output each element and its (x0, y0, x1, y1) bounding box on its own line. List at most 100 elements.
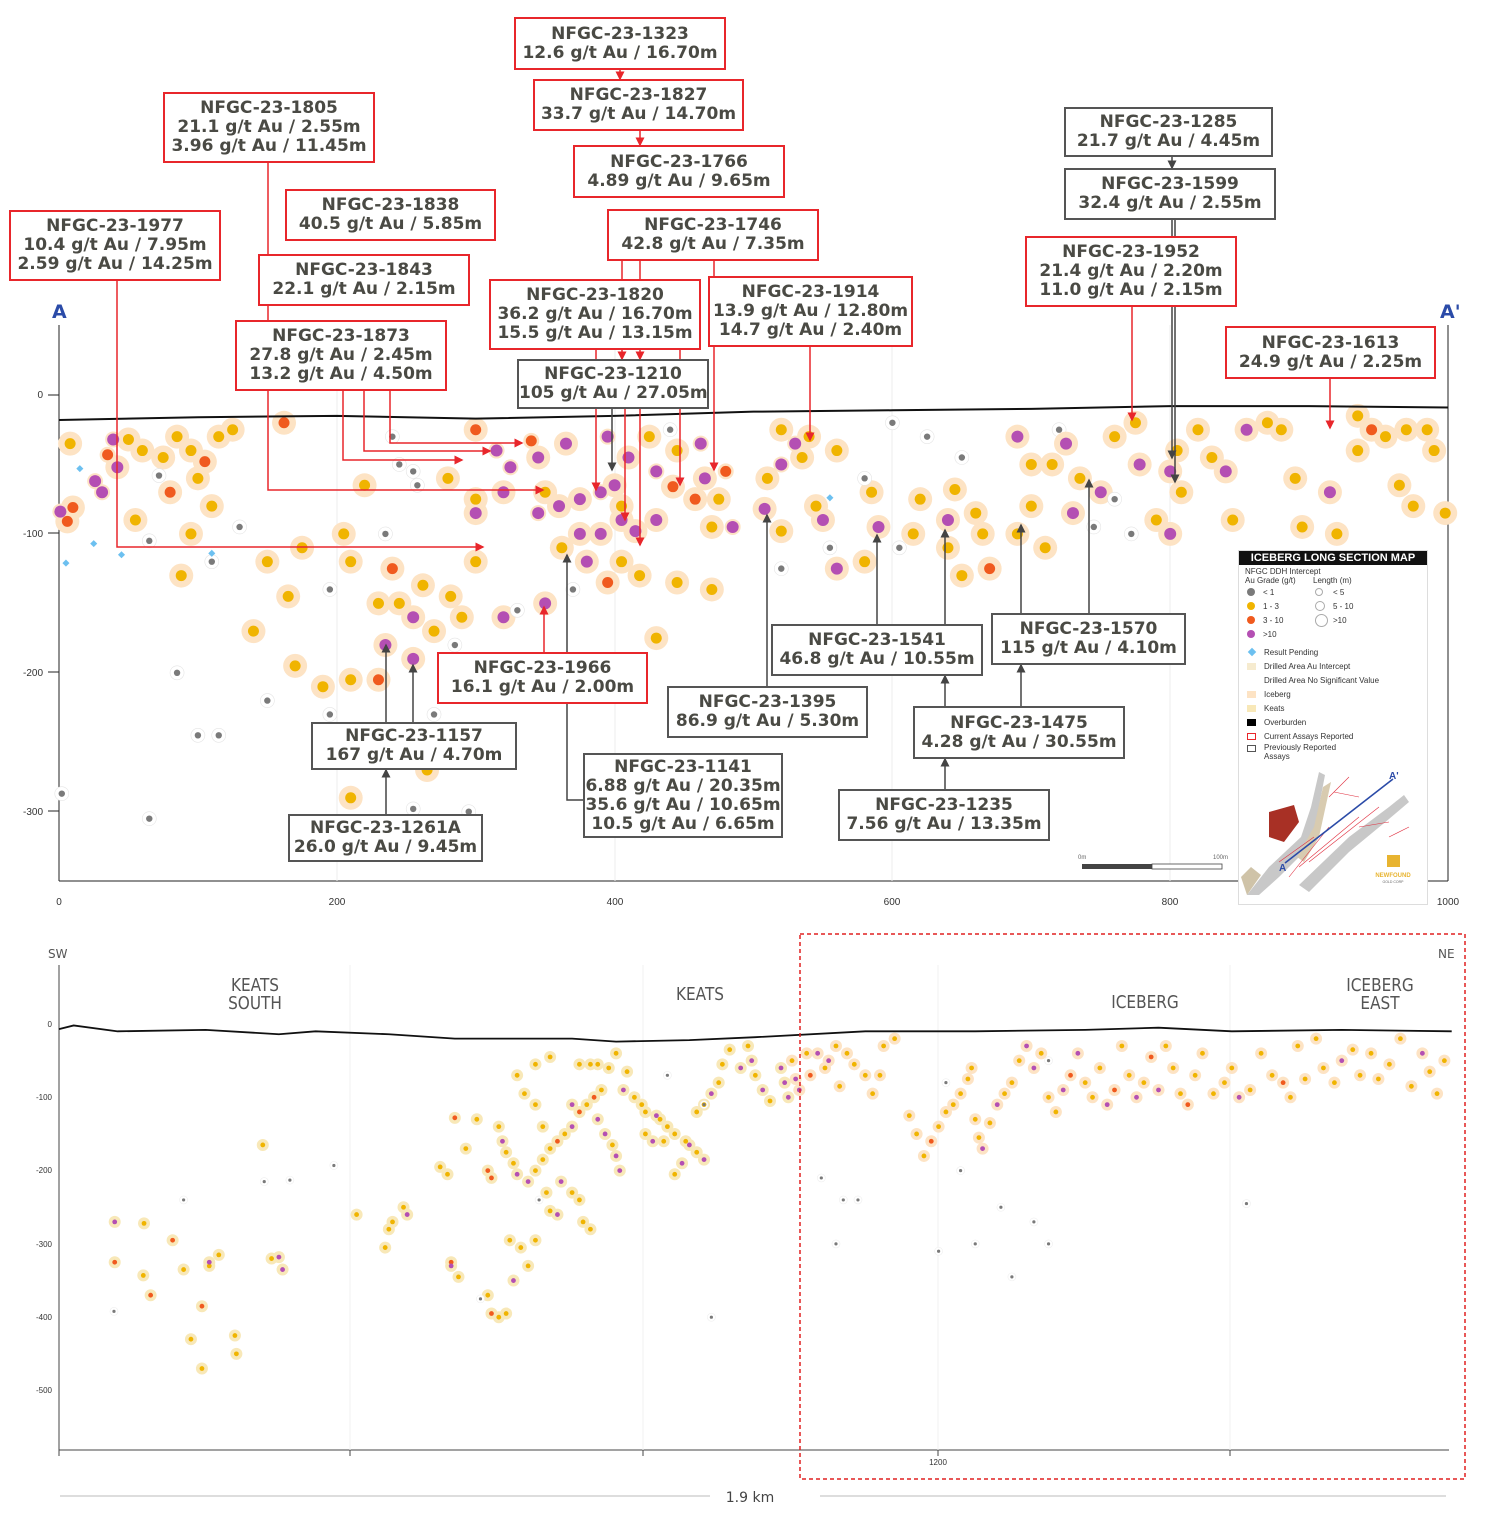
intercept-value: 4.28 g/t Au / 30.55m (921, 731, 1117, 752)
drill-intercept-point (206, 500, 218, 512)
drill-intercept-point (679, 1160, 685, 1166)
drill-intercept-point (1441, 1058, 1447, 1064)
drill-intercept-point (906, 1113, 912, 1119)
drill-intercept-point (490, 444, 503, 457)
drill-intercept-point (1038, 1050, 1044, 1056)
drill-intercept-point (936, 1124, 941, 1130)
drill-intercept-point (89, 475, 102, 488)
drill-intercept-point (514, 1072, 520, 1078)
drill-intercept-point (1419, 1050, 1425, 1056)
drill-intercept-point (950, 1102, 956, 1108)
drill-intercept-point (972, 1116, 978, 1122)
drill-intercept-point (390, 1219, 395, 1225)
drill-intercept-point (448, 1263, 454, 1269)
drill-intercept-point (767, 1098, 773, 1104)
result-pending-marker (62, 559, 70, 567)
drill-intercept-point (112, 1309, 116, 1313)
drill-intercept-point (1074, 472, 1086, 484)
intercept-value: 4.89 g/t Au / 9.65m (587, 170, 771, 191)
drill-intercept-point (949, 483, 961, 495)
drill-intercept-point (451, 641, 459, 649)
drill-intercept-point (206, 1259, 212, 1265)
callout-nfgc-23-1820: NFGC-23-1820 36.2 g/t Au / 16.70m 15.5 g/t… (489, 279, 701, 350)
drill-intercept-point (553, 500, 566, 513)
drill-intercept-point (1075, 1050, 1081, 1056)
drill-intercept-point (1060, 437, 1073, 450)
drill-intercept-point (171, 431, 183, 443)
hole-id: NFGC-23-1599 (1101, 174, 1239, 194)
drill-intercept-point (822, 1065, 828, 1071)
drill-intercept-point (1211, 1091, 1216, 1097)
length-label: 1.9 km (726, 1490, 774, 1506)
drill-intercept-point (889, 419, 896, 426)
y-tick-label: -200 (23, 668, 43, 679)
drill-intercept-point (1386, 1061, 1392, 1067)
drill-intercept-point (1031, 1065, 1037, 1071)
drill-intercept-point (533, 1061, 538, 1067)
drill-intercept-point (956, 570, 968, 582)
length-medium-icon (1315, 601, 1325, 611)
result-pending-marker (826, 494, 834, 502)
drill-intercept-point (1227, 514, 1239, 526)
drill-intercept-point (921, 1153, 927, 1159)
drill-intercept-point (708, 1091, 714, 1097)
drill-intercept-point (994, 1102, 1000, 1108)
drill-intercept-point (1039, 542, 1051, 554)
intercept-value: 14.7 g/t Au / 2.40m (718, 320, 903, 340)
drill-intercept-point (354, 1212, 359, 1217)
drill-intercept-point (278, 417, 290, 429)
drill-intercept-point (102, 449, 114, 461)
drill-intercept-point (595, 1116, 601, 1122)
drill-intercept-point (577, 1197, 582, 1203)
legend-grade: 1 - 3 (1263, 601, 1280, 611)
drill-intercept-point (1366, 424, 1378, 436)
drill-intercept-point (396, 461, 403, 468)
drill-intercept-point (345, 792, 357, 804)
grade-lt1-icon (1247, 588, 1255, 596)
drill-intercept-point (463, 1146, 469, 1152)
drill-intercept-point (664, 1124, 670, 1130)
drill-intercept-point (511, 1278, 516, 1283)
drill-intercept-point (1090, 1094, 1095, 1100)
drill-intercept-point (694, 1109, 700, 1115)
drill-intercept-point (456, 1274, 461, 1280)
drill-intercept-point (1352, 445, 1364, 457)
intercept-value: 86.9 g/t Au / 5.30m (675, 711, 860, 731)
intercept-value: 3.96 g/t Au / 11.45m (171, 136, 367, 156)
legend-length: < 5 (1333, 587, 1345, 597)
drill-intercept-point (181, 1267, 187, 1272)
x-tick-label: 0 (56, 897, 62, 908)
drill-intercept-point (227, 424, 239, 436)
drill-intercept-point (404, 1212, 410, 1217)
drill-intercept-point (665, 1073, 669, 1077)
drill-intercept-point (862, 1072, 868, 1078)
drill-intercept-point (727, 1047, 733, 1053)
drill-intercept-point (837, 1083, 843, 1089)
length-dimension: 1.9 km (60, 1490, 1446, 1506)
drill-intercept-point (1339, 1058, 1345, 1064)
callout-nfgc-23-1323: NFGC-23-1323 12.6 g/t Au / 16.70m (514, 17, 726, 70)
drill-intercept-point (694, 1149, 700, 1155)
drill-intercept-point (155, 472, 163, 479)
drill-intercept-point (1002, 1091, 1007, 1097)
drill-intercept-point (296, 542, 308, 554)
hole-id: NFGC-23-1746 (644, 215, 782, 235)
result-pending-marker (117, 551, 126, 559)
drill-intercept-point (977, 528, 989, 540)
drill-intercept-point (720, 465, 732, 477)
drill-intercept-point (448, 1259, 454, 1265)
iceberg-swatch (1247, 690, 1256, 698)
y-tick-label: -100 (23, 529, 43, 540)
current-assays-swatch (1247, 732, 1256, 740)
drill-intercept-point (518, 1245, 524, 1250)
drill-intercept-point (816, 514, 829, 527)
drill-intercept-point (584, 1102, 590, 1108)
drill-intercept-point (465, 808, 472, 815)
drill-intercept-point (1295, 1043, 1301, 1049)
top-intercept-points (54, 410, 1451, 822)
result-pending-marker (76, 465, 84, 473)
drill-intercept-point (943, 1109, 949, 1115)
drill-intercept-point (569, 1190, 575, 1195)
drill-intercept-point (276, 1254, 282, 1260)
drill-intercept-point (1164, 527, 1177, 540)
